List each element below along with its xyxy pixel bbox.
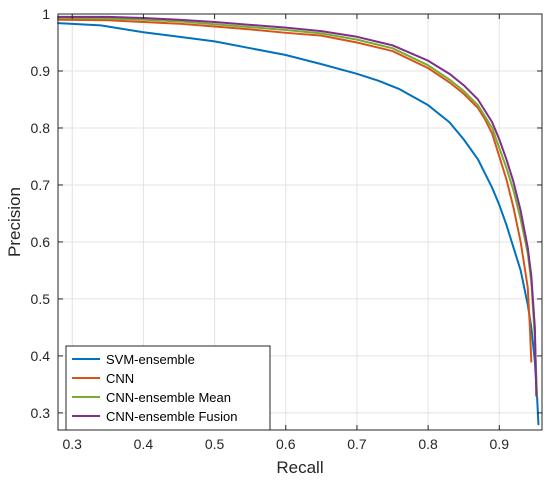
x-axis-label: Recall [276, 458, 323, 477]
y-tick-label: 0.5 [31, 291, 51, 307]
x-tick-label: 0.9 [490, 436, 510, 452]
y-tick-label: 0.3 [31, 405, 51, 421]
y-tick-label: 0.4 [31, 348, 51, 364]
legend-label: CNN [106, 371, 134, 386]
plot-frame [57, 13, 543, 431]
legend-label: SVM-ensemble [106, 352, 195, 367]
series-line-2 [57, 18, 533, 363]
y-tick-label: 0.6 [31, 234, 51, 250]
legend-label: CNN-ensemble Fusion [106, 409, 238, 424]
x-tick-label: 0.3 [63, 436, 83, 452]
x-tick-label: 0.8 [418, 436, 438, 452]
legend: SVM-ensemble CNN CNN-ensemble Mean CNN-ense… [65, 345, 271, 431]
ticks: 0.3 0.4 0.5 0.6 0.7 0.8 0.9 0.3 0.4 0.5 0.6 0.7 0.8 0… [31, 6, 542, 452]
y-tick-label: 0.9 [31, 63, 51, 79]
x-tick-label: 0.7 [347, 436, 367, 452]
legend-label: CNN-ensemble Mean [106, 390, 231, 405]
y-tick-label: 0.7 [31, 177, 51, 193]
x-tick-label: 0.4 [134, 436, 154, 452]
grid [58, 13, 542, 430]
series-layer [57, 15, 540, 426]
series-line-1 [57, 22, 540, 426]
y-tick-label: 1 [42, 6, 50, 22]
series-line-3 [57, 16, 539, 397]
x-tick-label: 0.5 [205, 436, 225, 452]
y-tick-label: 0.8 [31, 120, 51, 136]
x-tick-label: 0.6 [276, 436, 296, 452]
y-axis-label: Precision [5, 187, 24, 257]
series-line-4 [57, 15, 538, 397]
